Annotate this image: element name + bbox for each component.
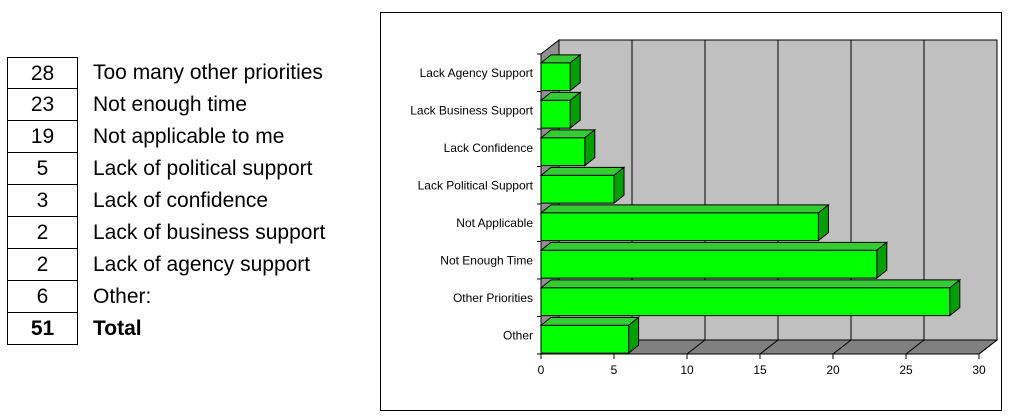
table-row-label: Lack of confidence xyxy=(93,189,269,212)
table-row-label: Lack of agency support xyxy=(93,253,311,276)
table-row-count: 5 xyxy=(7,153,78,185)
x-tick-label: 25 xyxy=(899,363,913,377)
bar-chart: 0 5 10 15 20 25 30 Lack Agency Support Lack Busi… xyxy=(410,38,999,377)
floor-gridline xyxy=(832,339,852,355)
x-tick-label: 15 xyxy=(753,363,767,377)
table-row-count: 2 xyxy=(7,249,78,281)
x-tick-label: 0 xyxy=(538,363,545,377)
table-row-label: Not enough time xyxy=(93,93,248,116)
x-tick-label: 20 xyxy=(826,363,840,377)
bar xyxy=(540,212,819,242)
bar-top xyxy=(539,204,830,214)
bar xyxy=(540,62,571,92)
bar-top xyxy=(539,241,889,251)
bar-top xyxy=(539,316,641,326)
category-label: Lack Agency Support xyxy=(420,66,534,80)
table-row-label: Not applicable to me xyxy=(93,125,285,148)
floor-gridline xyxy=(759,339,779,355)
x-tick-label: 5 xyxy=(611,363,618,377)
x-tick-label: 10 xyxy=(680,363,694,377)
bar-top xyxy=(539,279,962,289)
category-label: Other Priorities xyxy=(453,291,533,305)
x-tick-label: 30 xyxy=(972,363,986,377)
table-row-count: 23 xyxy=(7,89,78,121)
floor-gridline xyxy=(686,339,706,355)
bar xyxy=(540,324,630,354)
table-row-count: 28 xyxy=(7,57,78,89)
bar xyxy=(540,99,571,129)
table-row-label: Other: xyxy=(93,285,152,308)
bar xyxy=(540,249,878,279)
bar xyxy=(540,174,615,204)
category-label: Lack Confidence xyxy=(444,141,534,155)
bar xyxy=(540,287,951,317)
table-row-count: 2 xyxy=(7,217,78,249)
table-row-count: 19 xyxy=(7,121,78,153)
table-row-count: 3 xyxy=(7,185,78,217)
category-label: Not Enough Time xyxy=(440,253,533,267)
table-row-label: Lack of political support xyxy=(93,157,313,180)
total-row-count: 51 xyxy=(7,313,78,345)
table-row-count: 6 xyxy=(7,281,78,313)
floor-gridline xyxy=(978,339,998,355)
table-row-label: Lack of business support xyxy=(93,221,326,244)
total-row-label: Total xyxy=(93,317,142,340)
chart-frame: 0 5 10 15 20 25 30 Lack Agency Support Lack Busi… xyxy=(380,12,1002,411)
floor-gridline xyxy=(905,339,925,355)
category-label: Lack Business Support xyxy=(410,103,533,117)
bar-top xyxy=(539,166,626,176)
category-label: Lack Political Support xyxy=(418,178,534,192)
category-label: Not Applicable xyxy=(456,216,533,230)
category-label: Other xyxy=(503,328,533,342)
table-row-label: Too many other priorities xyxy=(93,61,323,84)
bar xyxy=(540,137,586,167)
